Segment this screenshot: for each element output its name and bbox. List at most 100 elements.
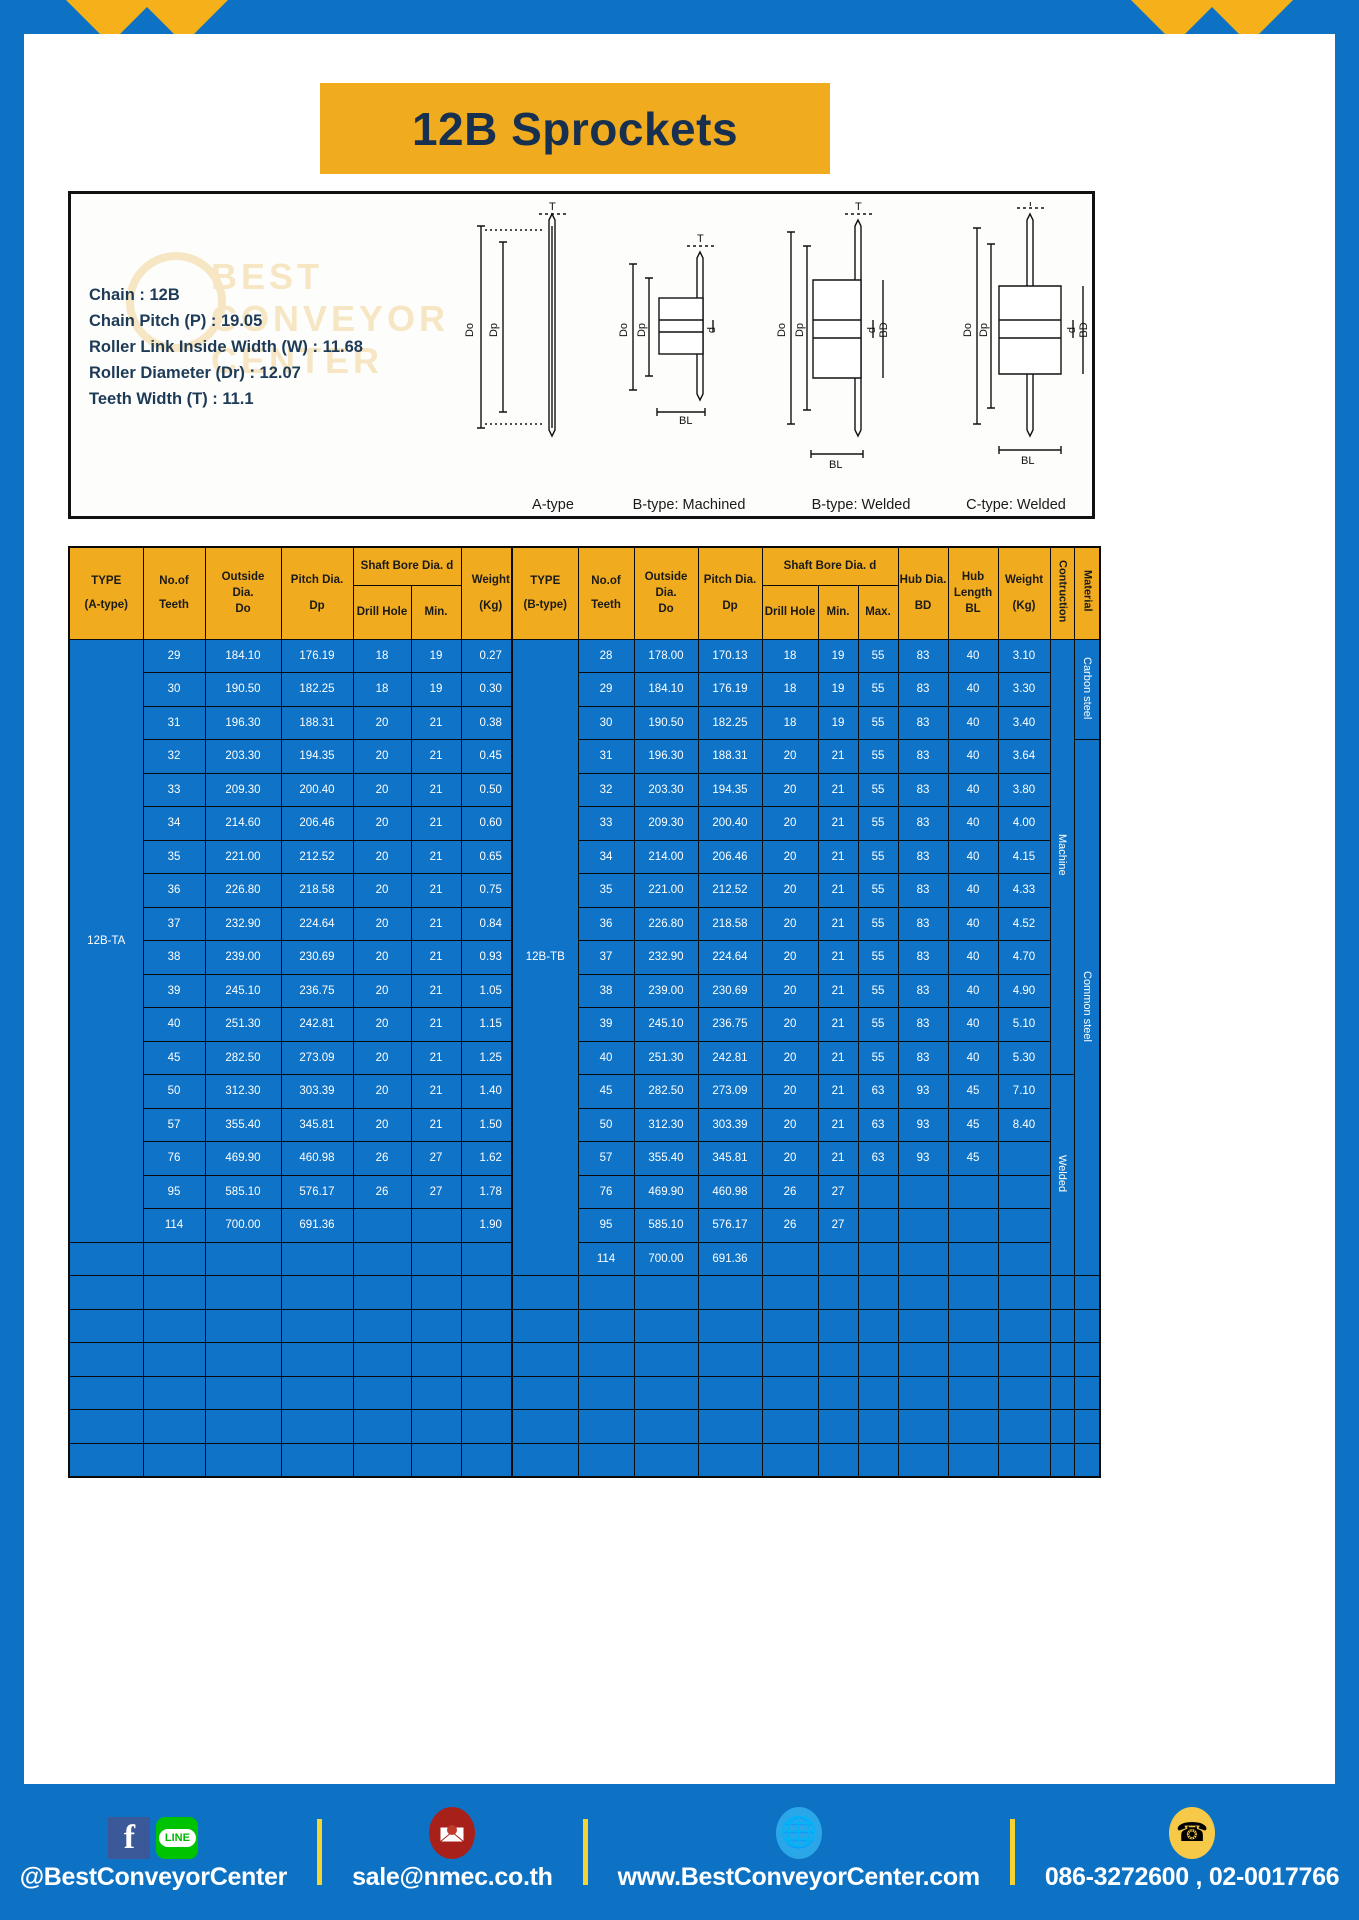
- cell-weight: 3.40: [997, 705, 1051, 740]
- sprocket-drawings-svg: T Do Dp T Do Dp d BL T Do Dp d BD BL: [464, 197, 1090, 471]
- cell-teeth: 35: [577, 873, 635, 908]
- cell-max: 63: [857, 1141, 899, 1176]
- table-row: 45 282.50 273.09 20 21 1.25: [69, 1040, 522, 1075]
- drawing-label-a-type: A-type: [532, 497, 574, 513]
- cell-min: 21: [817, 1040, 859, 1075]
- cell-blank: [1073, 1308, 1101, 1343]
- cell-blank: [997, 1375, 1051, 1410]
- cell-blank: [410, 1375, 462, 1410]
- svg-text:d: d: [866, 327, 878, 333]
- cell-pitch-dia: 576.17: [280, 1174, 354, 1209]
- table-row-blank: [68, 1308, 522, 1343]
- cell-blank: [947, 1375, 999, 1410]
- cell-max: 55: [857, 638, 899, 673]
- cell-blank: [577, 1342, 635, 1377]
- line-icon[interactable]: LINE: [156, 1816, 199, 1859]
- contruction-group-label: Machine: [1056, 834, 1068, 877]
- globe-icon[interactable]: 🌐: [775, 1806, 822, 1859]
- cell-blank: [997, 1442, 1051, 1477]
- cell-max: 55: [857, 940, 899, 975]
- cell-outside-dia: 221.00: [204, 839, 282, 874]
- svg-text:Dp: Dp: [978, 323, 990, 337]
- cell-blank: [761, 1275, 819, 1310]
- cell-outside-dia: 312.30: [633, 1107, 699, 1142]
- cell-pitch-dia: 460.98: [280, 1141, 354, 1176]
- cell-teeth: 39: [142, 973, 206, 1008]
- cell-blank: [857, 1442, 899, 1477]
- contact-footer: f LINE @BestConveyorCenter sale@nmec.co.…: [0, 1784, 1359, 1920]
- cell-drill-hole: 18: [352, 672, 412, 707]
- cell-min: [817, 1241, 859, 1276]
- drawing-label-b-welded: B-type: Welded: [811, 497, 911, 513]
- cell-drill-hole: 20: [352, 705, 412, 740]
- cell-drill-hole: [761, 1241, 819, 1276]
- cell-drill-hole: 26: [761, 1174, 819, 1209]
- cell-teeth: 50: [577, 1107, 635, 1142]
- cell-hub-dia: 83: [897, 906, 949, 941]
- cell-blank: [947, 1275, 999, 1310]
- cell-pitch-dia: 230.69: [697, 973, 763, 1008]
- table-row-blank: [68, 1241, 522, 1276]
- cell-pitch-dia: 303.39: [280, 1074, 354, 1109]
- cell-min: 21: [410, 1074, 462, 1109]
- cell-blank: [204, 1342, 282, 1377]
- cell-pitch-dia: 176.19: [697, 672, 763, 707]
- footer-email-group[interactable]: sale@nmec.co.th: [336, 1806, 569, 1892]
- cell-blank: [1049, 1342, 1075, 1377]
- th-b-type-l1: TYPE: [530, 575, 561, 588]
- cell-min: 21: [410, 940, 462, 975]
- cell-max: [857, 1174, 899, 1209]
- cell-drill-hole: 20: [761, 1141, 819, 1176]
- cell-outside-dia: 282.50: [633, 1074, 699, 1109]
- cell-hub-length: 40: [947, 906, 999, 941]
- cell-max: 63: [857, 1107, 899, 1142]
- table-row: 30 190.50 182.25 18 19 55 83 40 3.40: [512, 705, 1100, 740]
- facebook-icon[interactable]: f: [108, 1816, 151, 1859]
- th-b-pitch-l1: Pitch Dia.: [703, 574, 757, 587]
- material-group-label: Common steel: [1080, 970, 1093, 1042]
- cell-blank: [68, 1409, 144, 1444]
- footer-website-group[interactable]: 🌐 www.BestConveyorCenter.com: [602, 1806, 996, 1892]
- cell-weight: 4.00: [997, 806, 1051, 841]
- cell-teeth: 76: [142, 1141, 206, 1176]
- footer-phone-group[interactable]: ☎ 086-3272600 , 02-0017766: [1029, 1806, 1355, 1892]
- drawing-c-type-welded: [973, 207, 1084, 454]
- footer-email[interactable]: sale@nmec.co.th: [352, 1862, 553, 1891]
- svg-text:BL: BL: [679, 415, 692, 427]
- footer-website[interactable]: www.BestConveyorCenter.com: [617, 1862, 981, 1891]
- cell-outside-dia: 184.10: [633, 672, 699, 707]
- th-a-type-l2: (A-type): [84, 599, 128, 612]
- svg-text:Do: Do: [464, 323, 476, 337]
- cell-teeth: 30: [577, 705, 635, 740]
- th-b-contruction: Contruction: [1049, 546, 1075, 640]
- footer-divider-3: [1009, 1819, 1015, 1885]
- cell-max: 55: [857, 772, 899, 807]
- th-a-outside-l1: Outside: [221, 571, 265, 584]
- svg-text:BL: BL: [829, 459, 842, 471]
- table-row-blank: [511, 1275, 1101, 1310]
- th-b-type: TYPE (B-type): [511, 546, 579, 640]
- th-b-type-l2: (B-type): [523, 599, 567, 612]
- footer-social-handle[interactable]: @BestConveyorCenter: [19, 1862, 288, 1891]
- cell-teeth: 95: [577, 1208, 635, 1243]
- cell-blank: [817, 1342, 859, 1377]
- cell-min: 21: [410, 772, 462, 807]
- table-row: 50 312.30 303.39 20 21 1.40: [69, 1074, 522, 1109]
- table-row: 37 232.90 224.64 20 21 55 83 40 4.70: [512, 940, 1100, 975]
- cell-teeth: 36: [142, 873, 206, 908]
- cell-hub-length: 40: [947, 739, 999, 774]
- email-icon[interactable]: [429, 1806, 476, 1859]
- cell-teeth: 40: [577, 1040, 635, 1075]
- cell-weight: 5.10: [997, 1007, 1051, 1042]
- drawing-b-type-machined: [629, 245, 715, 416]
- cell-blank: [410, 1442, 462, 1477]
- cell-min: 27: [817, 1174, 859, 1209]
- phone-icon[interactable]: ☎: [1169, 1806, 1216, 1859]
- cell-hub-length: 40: [947, 940, 999, 975]
- cell-pitch-dia: 200.40: [697, 806, 763, 841]
- cell-blank: [761, 1308, 819, 1343]
- cell-blank: [947, 1442, 999, 1477]
- footer-phone[interactable]: 086-3272600 , 02-0017766: [1044, 1862, 1340, 1891]
- footer-social-group[interactable]: f LINE @BestConveyorCenter: [4, 1813, 303, 1892]
- cell-min: 21: [410, 873, 462, 908]
